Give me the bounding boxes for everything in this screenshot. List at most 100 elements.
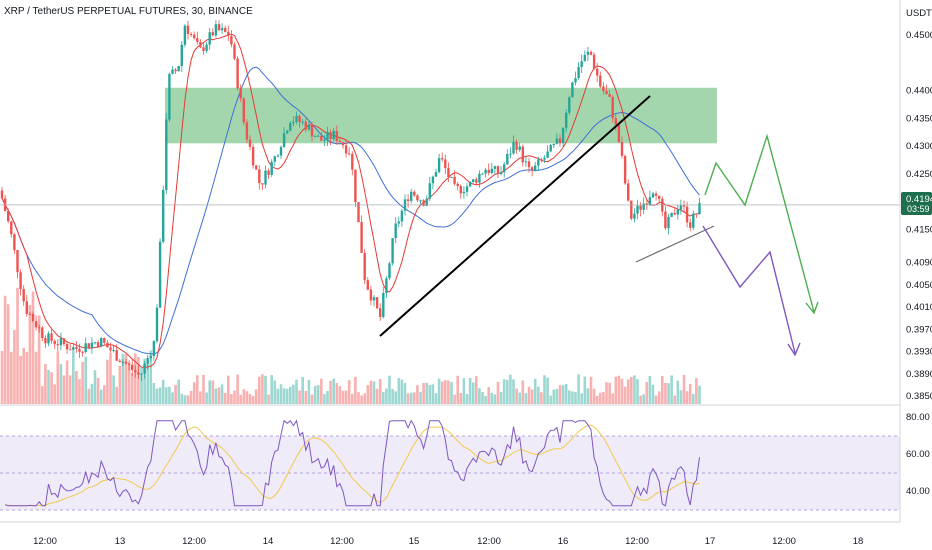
volume-bar [211, 380, 215, 404]
candle-body [168, 73, 171, 120]
candle-body [419, 200, 422, 202]
candle-body [193, 34, 196, 39]
candle-body [459, 186, 462, 194]
candle-body [103, 337, 106, 343]
volume-bar [22, 347, 25, 404]
candle-body [335, 130, 338, 142]
candle-body [586, 51, 590, 55]
candle-body [44, 338, 47, 344]
candle-body [332, 130, 335, 140]
volume-bar [41, 386, 44, 404]
candle-body [698, 203, 701, 215]
volume-bar [651, 384, 655, 404]
candle-body [499, 172, 503, 175]
volume-bar [419, 392, 422, 404]
volume-bar [533, 378, 537, 404]
volume-bar [180, 393, 184, 404]
candle-body [565, 112, 568, 128]
candle-body [140, 373, 143, 375]
candle-body [670, 212, 673, 217]
price-badge-countdown: 03:59 [907, 204, 930, 214]
candle-body [434, 172, 438, 177]
time-tick-label: 12:00 [33, 536, 57, 547]
volume-bar [512, 379, 515, 404]
volume-bar [292, 384, 295, 404]
volume-bar [233, 390, 236, 404]
candle-body [186, 25, 190, 35]
rsi-pane[interactable] [0, 419, 900, 523]
volume-bar [657, 391, 661, 404]
volume-bar [68, 375, 72, 404]
volume-bar [282, 388, 286, 404]
volume-bar [220, 384, 224, 404]
candle-body [270, 161, 273, 175]
candle-body [462, 191, 466, 194]
price-pane[interactable]: XRP / TetherUS PERPETUAL FUTURES, 30, BI… [0, 6, 900, 406]
candle-body [450, 176, 453, 178]
candle-body [143, 363, 146, 374]
time-tick-label: 12:00 [477, 536, 501, 547]
volume-bar [103, 385, 106, 404]
candle-body [385, 278, 388, 293]
candle-body [28, 313, 32, 315]
volume-bar [230, 394, 233, 404]
volume-bar [447, 380, 450, 404]
volume-bar [279, 384, 283, 404]
volume-bar [37, 315, 41, 404]
candle-body [503, 164, 506, 173]
candle-body [695, 213, 698, 215]
candle-body [264, 170, 267, 185]
candle-body [100, 337, 103, 347]
candle-body [397, 221, 400, 224]
candle-body [351, 153, 354, 170]
volume-bar [106, 359, 109, 404]
candle-body [673, 212, 676, 215]
candle-body [456, 183, 459, 187]
volume-bar [155, 388, 159, 404]
candle-body [307, 124, 311, 130]
candle-body [242, 98, 245, 123]
volume-bar [351, 393, 354, 404]
candle-body [580, 61, 583, 67]
volume-bar [645, 382, 649, 404]
candle-body [121, 361, 125, 363]
volume-bar [304, 391, 308, 404]
volume-bar [93, 370, 97, 404]
candle-body [633, 213, 636, 219]
volume-bar [654, 395, 658, 404]
volume-bar [13, 329, 16, 404]
candle-body [196, 38, 199, 42]
volume-bar [115, 386, 118, 404]
candle-body [558, 138, 562, 144]
volume-bar [189, 390, 193, 404]
volume-bar [620, 378, 624, 404]
volume-bar [595, 395, 599, 404]
volume-bar [65, 360, 69, 404]
volume-bar [320, 378, 323, 404]
candle-body [648, 197, 652, 205]
volume-bar [639, 395, 642, 404]
volume-bar [521, 380, 525, 404]
candle-body [149, 356, 152, 359]
candle-body [84, 343, 87, 353]
candle-body [360, 222, 363, 253]
candle-body [90, 342, 94, 349]
volume-bar [605, 382, 608, 404]
candle-body [484, 169, 487, 174]
candle-body [62, 338, 66, 345]
candle-body [13, 234, 16, 251]
candle-body [22, 288, 25, 302]
time-scale[interactable]: 12:00 13 12:00 14 12:00 15 12:00 16 12:00 17 12:00… [33, 536, 863, 547]
volume-bar [47, 369, 50, 404]
volume-bar [611, 393, 614, 404]
volume-bar [75, 371, 78, 404]
volume-bar [385, 388, 388, 404]
candle-body [447, 168, 450, 178]
candle-body [453, 176, 456, 184]
resistance-zone [165, 87, 717, 144]
